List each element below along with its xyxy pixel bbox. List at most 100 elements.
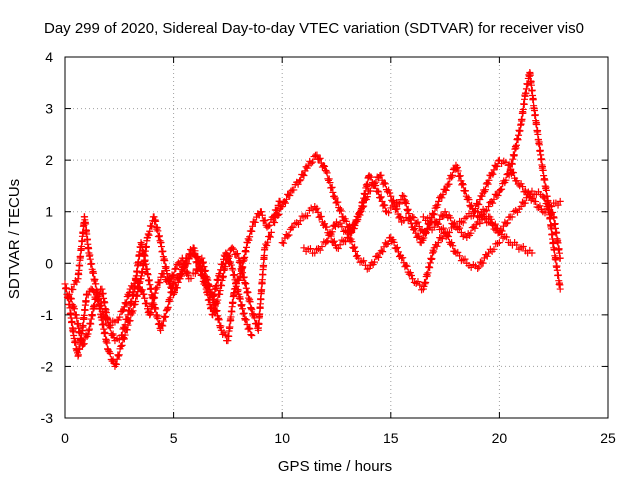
data-point-interp xyxy=(214,296,222,304)
data-point-interp xyxy=(453,163,461,171)
data-point-interp xyxy=(348,238,356,246)
data-point-interp xyxy=(541,194,549,202)
y-tick-label: -2 xyxy=(41,358,54,374)
data-point-interp xyxy=(360,257,368,265)
data-point-interp xyxy=(376,194,384,202)
data-point-interp xyxy=(384,240,392,248)
data-point-interp xyxy=(350,244,358,252)
data-point-interp xyxy=(319,162,327,170)
data-point-interp xyxy=(359,203,367,211)
data-point-interp xyxy=(304,212,312,220)
data-point-interp xyxy=(200,280,208,288)
data-point-interp xyxy=(315,155,323,163)
data-point xyxy=(228,244,236,252)
data-point-interp xyxy=(148,222,156,230)
data-point-interp xyxy=(296,217,304,225)
data-point-interp xyxy=(459,256,467,264)
data-point-interp xyxy=(399,254,407,262)
data-point-interp xyxy=(519,183,527,191)
data-point-interp xyxy=(325,175,333,183)
data-point-interp xyxy=(115,352,123,360)
data-point-interp xyxy=(483,252,491,260)
data-point-interp xyxy=(377,193,385,201)
series-track-4 xyxy=(270,151,564,247)
data-point xyxy=(300,213,308,221)
data-point-interp xyxy=(422,278,430,286)
data-point-interp xyxy=(541,176,549,184)
data-point-interp xyxy=(521,199,529,207)
data-point-interp xyxy=(236,259,244,267)
data-point-interp xyxy=(372,178,380,186)
data-point-interp xyxy=(159,322,167,330)
plot-frame xyxy=(64,56,609,419)
data-point-interp xyxy=(105,322,113,330)
data-point xyxy=(289,223,297,231)
data-point-interp xyxy=(158,321,166,329)
data-point-interp xyxy=(416,281,424,289)
data-point-interp xyxy=(451,219,459,227)
data-point-interp xyxy=(414,218,422,226)
data-point xyxy=(495,239,503,247)
data-point-interp xyxy=(348,227,356,235)
data-point-interp xyxy=(367,173,375,181)
data-point-interp xyxy=(489,170,497,178)
data-point xyxy=(170,280,178,288)
data-point-interp xyxy=(475,263,483,271)
data-point-interp xyxy=(448,173,456,181)
data-point xyxy=(209,311,217,319)
data-point-interp xyxy=(462,187,470,195)
data-point-interp xyxy=(76,329,84,337)
data-point-interp xyxy=(191,252,199,260)
data-point-interp xyxy=(519,242,527,250)
y-axis-label: SDTVAR / TECUs xyxy=(6,179,23,299)
data-point-interp xyxy=(213,299,221,307)
data-point-interp xyxy=(248,227,256,235)
data-point-interp xyxy=(243,320,251,328)
data-point-interp xyxy=(444,232,452,240)
data-point-interp xyxy=(212,298,220,306)
data-point-interp xyxy=(141,294,149,302)
data-point xyxy=(222,259,230,267)
data-point-interp xyxy=(147,309,155,317)
data-markers xyxy=(61,68,564,370)
data-point-interp xyxy=(430,210,438,218)
data-point-interp xyxy=(110,334,118,342)
data-point xyxy=(387,192,395,200)
data-point-interp xyxy=(510,151,518,159)
data-point-interp xyxy=(101,329,109,337)
data-point xyxy=(478,192,486,200)
data-point-interp xyxy=(481,207,489,215)
data-point-interp xyxy=(503,233,511,241)
data-point xyxy=(556,254,564,262)
data-point xyxy=(296,177,304,185)
data-point-interp xyxy=(445,229,453,237)
data-point-interp xyxy=(438,194,446,202)
data-point-interp xyxy=(386,189,394,197)
x-axis-label: GPS time / hours xyxy=(278,458,392,475)
data-point-interp xyxy=(318,243,326,251)
data-point xyxy=(65,290,73,298)
data-point xyxy=(300,244,308,252)
data-point-interp xyxy=(439,191,447,199)
data-point-interp xyxy=(336,241,344,249)
data-point-interp xyxy=(458,180,466,188)
x-tick-label: 5 xyxy=(170,430,178,446)
data-point-interp xyxy=(128,298,136,306)
x-tick-label: 0 xyxy=(61,430,69,446)
y-tick-label: 0 xyxy=(45,255,53,271)
data-point-interp xyxy=(366,187,374,195)
data-point-interp xyxy=(233,280,241,288)
data-point-interp xyxy=(180,265,188,273)
series-track-3 xyxy=(65,228,275,350)
series-track-6 xyxy=(300,218,503,294)
data-point-interp xyxy=(215,316,223,324)
data-point-interp xyxy=(381,180,389,188)
data-point xyxy=(163,270,171,278)
data-point-interp xyxy=(459,181,467,189)
data-point-interp xyxy=(471,224,479,232)
data-point-interp xyxy=(457,229,465,237)
data-point-interp xyxy=(236,295,244,303)
data-point xyxy=(157,326,165,334)
data-point-interp xyxy=(554,201,562,209)
data-point-interp xyxy=(169,272,177,280)
